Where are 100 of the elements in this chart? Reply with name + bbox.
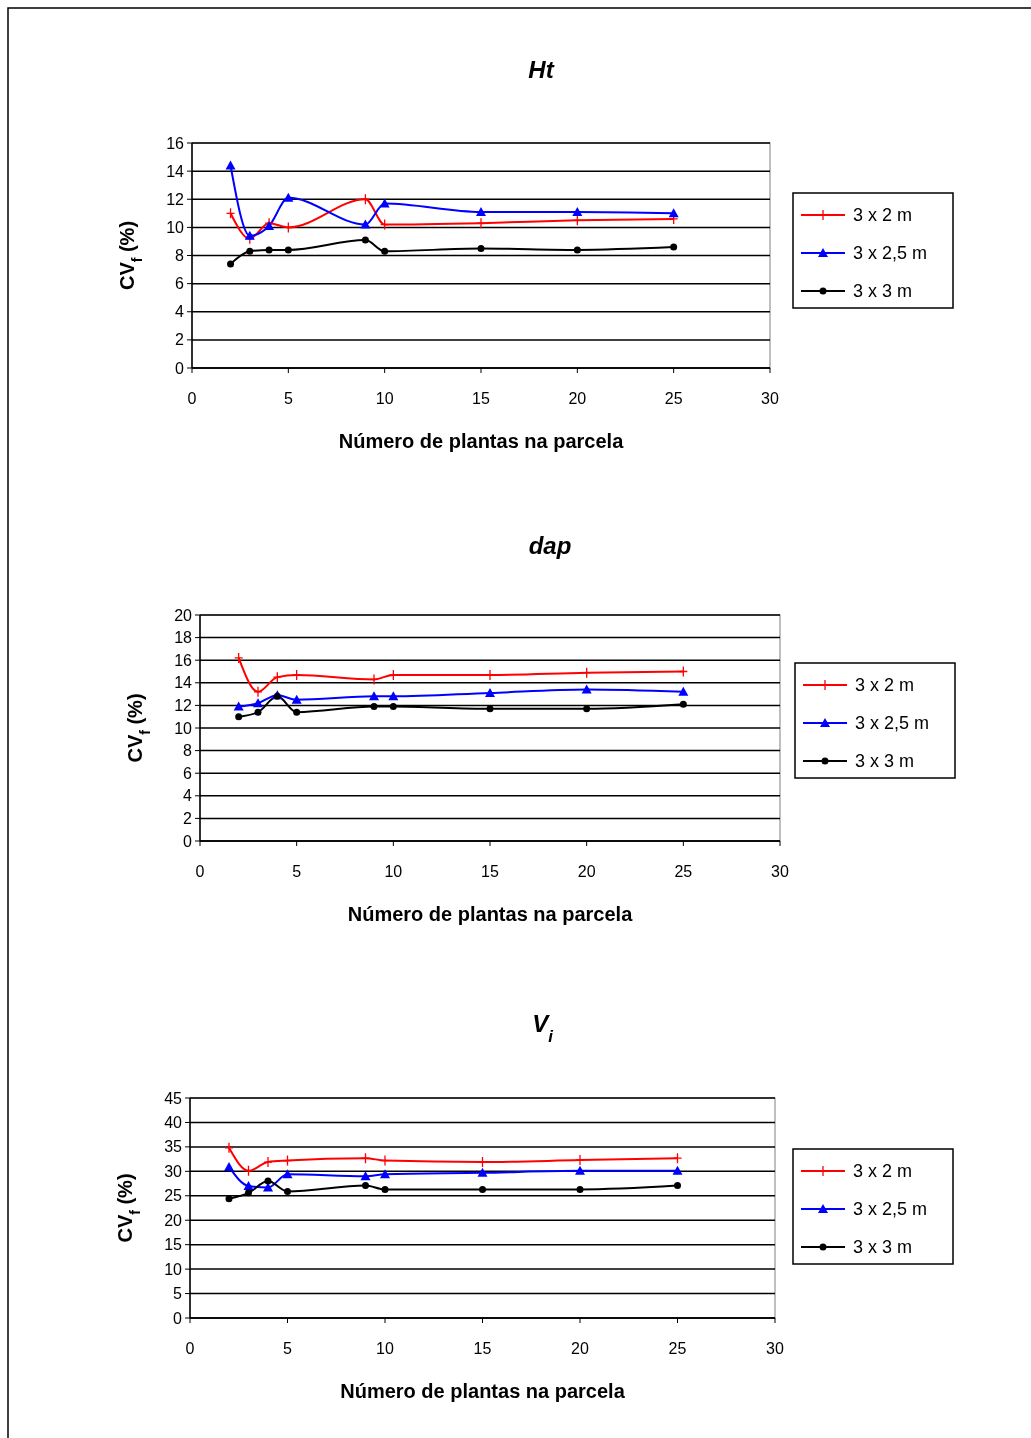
x-tick-label: 30	[761, 390, 779, 407]
point	[485, 687, 495, 697]
point	[284, 246, 292, 254]
point	[283, 192, 294, 202]
x-tick-label: 30	[766, 1340, 784, 1357]
point	[225, 1195, 233, 1203]
point	[370, 703, 378, 711]
x-axis-title: Número de plantas na parcela	[340, 1380, 626, 1402]
point	[369, 691, 379, 701]
y-tick-label: 0	[173, 1309, 183, 1327]
x-tick-label: 25	[664, 390, 683, 407]
y-tick-label: 16	[174, 651, 193, 669]
point	[234, 652, 244, 664]
point	[254, 708, 262, 716]
point	[678, 686, 689, 696]
point	[581, 684, 592, 694]
y-tick-label: 8	[175, 247, 185, 265]
y-tick-label: 2	[183, 810, 193, 827]
point	[264, 1177, 272, 1185]
point	[369, 673, 379, 686]
y-tick-label: 6	[183, 764, 193, 782]
point	[360, 219, 371, 229]
y-tick-label: 2	[175, 331, 185, 349]
y-tick-label: 16	[166, 134, 185, 152]
chart-title: dap	[528, 532, 572, 559]
point	[477, 244, 485, 252]
point	[477, 1167, 488, 1177]
x-tick-label: 15	[473, 1340, 492, 1357]
legend-label: 3 x 2 m	[855, 675, 915, 696]
point	[670, 243, 678, 251]
point	[381, 247, 389, 255]
point	[381, 1185, 389, 1193]
y-tick-label: 45	[164, 1089, 183, 1107]
point	[360, 1171, 371, 1181]
legend-label: 3 x 3 m	[853, 281, 913, 302]
point	[380, 1169, 390, 1179]
y-tick-label: 35	[164, 1138, 183, 1156]
y-tick-label: 15	[164, 1236, 183, 1254]
point	[674, 1182, 681, 1190]
x-tick-label: 15	[472, 390, 490, 407]
y-tick-label: 14	[174, 674, 193, 692]
y-tick-label: 14	[166, 162, 185, 180]
point	[243, 1181, 254, 1190]
point	[245, 1189, 252, 1197]
x-tick-label: 25	[674, 863, 693, 880]
point	[224, 1161, 234, 1171]
point	[246, 247, 254, 255]
x-tick-label: 5	[283, 1340, 293, 1357]
point	[291, 694, 302, 704]
point	[668, 208, 679, 218]
point	[476, 217, 486, 229]
point	[388, 691, 399, 701]
x-tick-label: 10	[375, 390, 394, 407]
point	[265, 246, 273, 254]
point	[479, 1185, 486, 1193]
y-tick-label: 10	[164, 1260, 183, 1278]
point	[575, 1165, 585, 1175]
point	[227, 260, 235, 268]
point	[672, 1152, 683, 1164]
x-tick-label: 10	[376, 1340, 394, 1357]
x-tick-label: 20	[568, 390, 587, 407]
chart-title: Ht	[528, 56, 555, 83]
y-tick-label: 10	[166, 218, 185, 236]
y-tick-label: 40	[164, 1114, 183, 1132]
point	[282, 1169, 293, 1179]
y-tick-label: 6	[175, 275, 185, 293]
y-tick-label: 4	[175, 303, 185, 321]
point	[389, 703, 397, 711]
x-tick-label: 5	[283, 390, 293, 407]
x-tick-label: 5	[292, 863, 302, 880]
point	[679, 700, 687, 708]
y-tick-label: 0	[175, 359, 185, 377]
point	[361, 236, 369, 244]
y-tick-label: 0	[183, 832, 193, 850]
point	[583, 705, 591, 713]
point	[573, 246, 581, 254]
legend-label: 3 x 3 m	[853, 1237, 913, 1258]
point	[225, 160, 236, 170]
point	[362, 1182, 369, 1190]
point	[293, 708, 301, 716]
x-tick-label: 20	[577, 863, 596, 880]
x-tick-label: 20	[571, 1340, 589, 1357]
y-tick-label: 12	[166, 190, 185, 208]
legend-label: 3 x 2,5 m	[853, 243, 928, 264]
point	[244, 230, 255, 240]
point	[235, 713, 243, 721]
point	[360, 1152, 371, 1164]
x-tick-label: 0	[195, 863, 205, 880]
y-tick-label: 8	[183, 742, 193, 760]
point	[476, 206, 486, 216]
y-tick-label: 20	[164, 1211, 183, 1229]
point	[672, 1165, 683, 1175]
legend-label: 3 x 2 m	[853, 205, 913, 226]
point	[380, 1154, 390, 1167]
y-tick-label: 12	[174, 697, 193, 714]
y-tick-label: 25	[164, 1187, 183, 1205]
x-tick-label: 25	[668, 1340, 687, 1357]
legend-label: 3 x 2,5 m	[853, 1199, 928, 1220]
legend-label: 3 x 3 m	[855, 751, 915, 772]
legend-label: 3 x 2 m	[853, 1161, 913, 1182]
